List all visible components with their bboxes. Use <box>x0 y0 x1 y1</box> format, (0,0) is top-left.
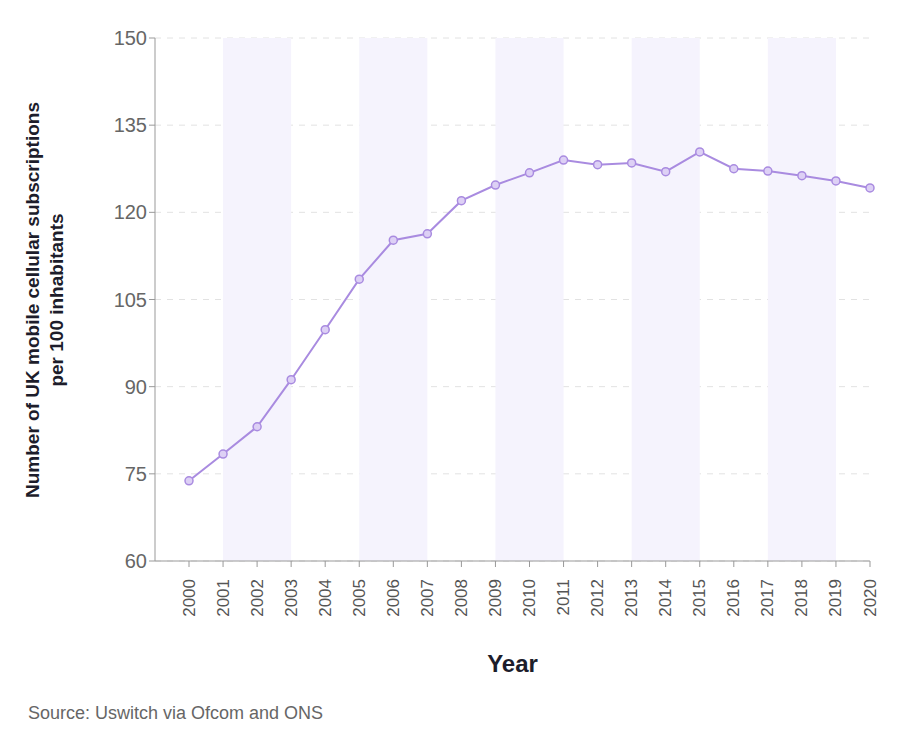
svg-text:2008: 2008 <box>452 579 471 617</box>
svg-text:2005: 2005 <box>350 579 369 617</box>
svg-text:2006: 2006 <box>384 579 403 617</box>
svg-text:2015: 2015 <box>690 579 709 617</box>
svg-text:2010: 2010 <box>520 579 539 617</box>
svg-text:135: 135 <box>114 114 147 136</box>
html-text:Year: Year <box>487 650 538 677</box>
svg-text:60: 60 <box>125 550 147 572</box>
svg-text:2012: 2012 <box>588 579 607 617</box>
svg-text:2019: 2019 <box>826 579 845 617</box>
svg-text:150: 150 <box>114 27 147 49</box>
html-text:Number of UK mobile cellular s: Number of UK mobile cellular subscriptio… <box>22 102 43 498</box>
svg-text:2007: 2007 <box>418 579 437 617</box>
svg-text:2000: 2000 <box>180 579 199 617</box>
svg-text:2004: 2004 <box>316 579 335 617</box>
svg-text:105: 105 <box>114 289 147 311</box>
svg-text:2017: 2017 <box>758 579 777 617</box>
svg-text:2013: 2013 <box>622 579 641 617</box>
html-text:per 100 inhabitants: per 100 inhabitants <box>46 213 67 387</box>
svg-text:2011: 2011 <box>554 579 573 616</box>
svg-text:120: 120 <box>114 201 147 223</box>
svg-text:2001: 2001 <box>214 579 233 617</box>
svg-text:2018: 2018 <box>792 579 811 617</box>
svg-text:2020: 2020 <box>861 579 880 617</box>
html-text:Source: Uswitch via Ofcom and: Source: Uswitch via Ofcom and ONS <box>28 703 324 723</box>
svg-text:90: 90 <box>125 376 147 398</box>
svg-text:2003: 2003 <box>282 579 301 617</box>
svg-text:2016: 2016 <box>724 579 743 617</box>
svg-text:2009: 2009 <box>486 579 505 617</box>
svg-text:75: 75 <box>125 463 147 485</box>
svg-text:2014: 2014 <box>656 579 675 617</box>
svg-text:2002: 2002 <box>248 579 267 617</box>
